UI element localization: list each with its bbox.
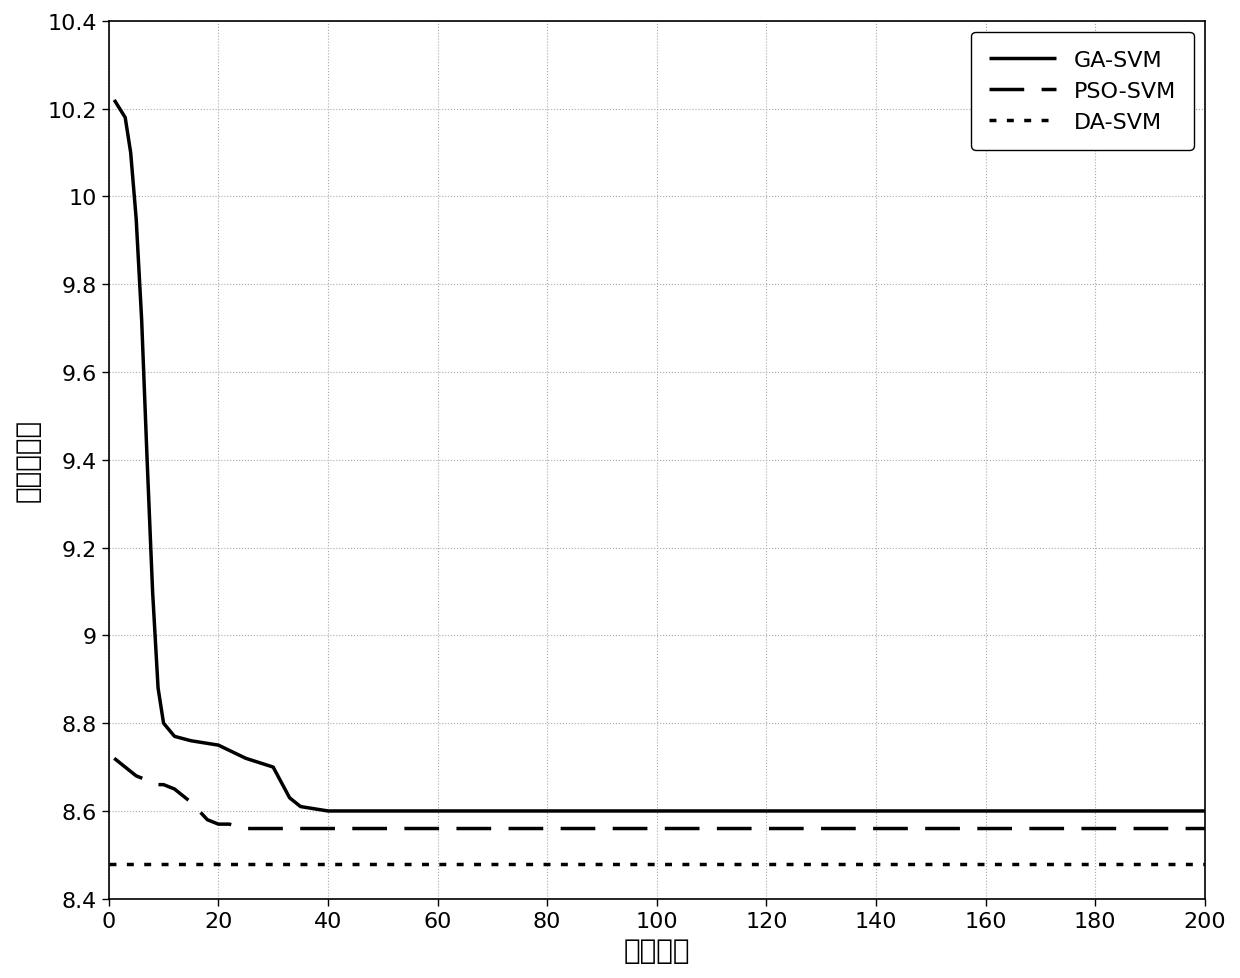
Line: PSO-SVM: PSO-SVM [114,759,1205,828]
PSO-SVM [140,775,155,786]
Y-axis label: 最佳适应度: 最佳适应度 [14,419,42,502]
PSO-SVM [430,822,445,834]
PSO-SVM [150,778,165,790]
GA-SVM [134,314,149,326]
PSO-SVM [184,796,198,808]
GA-SVM [113,104,128,115]
PSO-SVM [254,822,269,834]
PSO-SVM [868,822,883,834]
GA-SVM [320,805,335,817]
GA-SVM [293,801,308,813]
PSO-SVM [1087,822,1102,834]
PSO-SVM [107,753,122,765]
GA-SVM [167,731,182,742]
GA-SVM [123,148,138,159]
GA-SVM [184,735,198,747]
GA-SVM [118,112,133,124]
GA-SVM [430,805,445,817]
PSO-SVM [167,783,182,795]
Line: GA-SVM: GA-SVM [114,101,1205,811]
PSO-SVM [265,822,280,834]
PSO-SVM [222,819,237,830]
GA-SVM [978,805,993,817]
PSO-SVM [978,822,993,834]
PSO-SVM [320,822,335,834]
GA-SVM [129,213,144,225]
GA-SVM [1198,805,1213,817]
GA-SVM [156,718,171,730]
GA-SVM [150,683,165,694]
PSO-SVM [539,822,554,834]
GA-SVM [211,739,226,751]
PSO-SVM [650,822,665,834]
GA-SVM [265,762,280,774]
PSO-SVM [129,771,144,782]
Legend: GA-SVM, PSO-SVM, DA-SVM: GA-SVM, PSO-SVM, DA-SVM [971,33,1194,151]
PSO-SVM [238,822,253,834]
GA-SVM [145,586,160,598]
PSO-SVM [200,814,215,825]
X-axis label: 迭代次数: 迭代次数 [624,936,689,964]
PSO-SVM [211,819,226,830]
GA-SVM [1087,805,1102,817]
PSO-SVM [293,822,308,834]
GA-SVM [650,805,665,817]
PSO-SVM [759,822,774,834]
GA-SVM [283,792,298,804]
PSO-SVM [118,762,133,774]
PSO-SVM [156,778,171,790]
PSO-SVM [1198,822,1213,834]
GA-SVM [539,805,554,817]
GA-SVM [107,95,122,107]
GA-SVM [868,805,883,817]
GA-SVM [759,805,774,817]
GA-SVM [238,753,253,765]
GA-SVM [140,455,155,467]
